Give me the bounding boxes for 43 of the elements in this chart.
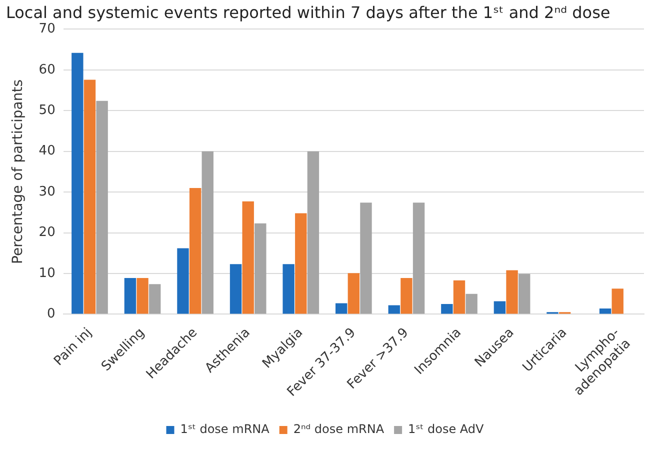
chart-title: Local and systemic events reported within 7 days after the 1ˢᵗ and 2ⁿᵈ dose bbox=[6, 2, 610, 22]
bar bbox=[388, 305, 400, 314]
bar bbox=[506, 270, 518, 314]
bar bbox=[295, 213, 307, 314]
bar bbox=[230, 264, 242, 314]
y-tick-label: 30 bbox=[38, 184, 56, 200]
bar bbox=[202, 151, 214, 314]
bar bbox=[599, 308, 612, 314]
bar bbox=[148, 284, 161, 314]
y-axis-title: Percentage of participants bbox=[10, 79, 26, 264]
bar bbox=[177, 248, 189, 314]
y-tick-label: 60 bbox=[38, 62, 56, 78]
y-tick-label: 0 bbox=[47, 306, 56, 322]
y-tick-label: 10 bbox=[38, 266, 56, 281]
bar bbox=[494, 301, 506, 314]
bar bbox=[348, 273, 360, 314]
bar bbox=[360, 202, 372, 314]
bar bbox=[336, 303, 348, 314]
bar bbox=[466, 294, 478, 314]
bar bbox=[72, 52, 84, 314]
bar bbox=[400, 278, 412, 314]
legend-label: 2ⁿᵈ dose mRNA bbox=[293, 422, 385, 436]
legend-label: 1ˢᵗ dose AdV bbox=[408, 422, 485, 436]
y-tick-label: 70 bbox=[38, 22, 56, 37]
bar bbox=[307, 151, 320, 314]
y-tick-label: 50 bbox=[38, 103, 56, 118]
bar bbox=[254, 223, 266, 314]
y-tick-label: 40 bbox=[38, 144, 56, 159]
bar bbox=[124, 278, 136, 314]
bar bbox=[441, 304, 453, 314]
bar bbox=[189, 188, 202, 314]
bar bbox=[96, 100, 108, 314]
bar bbox=[518, 274, 530, 314]
bar bbox=[136, 278, 148, 314]
bar bbox=[453, 280, 466, 314]
bar bbox=[412, 202, 425, 314]
y-tick-label: 20 bbox=[38, 225, 56, 240]
legend-label: 1ˢᵗ dose mRNA bbox=[180, 422, 270, 436]
bar bbox=[612, 288, 624, 314]
bar bbox=[282, 264, 294, 314]
bar bbox=[84, 80, 96, 314]
x-tick-label: Pain inj bbox=[51, 325, 95, 369]
bar bbox=[242, 201, 254, 314]
